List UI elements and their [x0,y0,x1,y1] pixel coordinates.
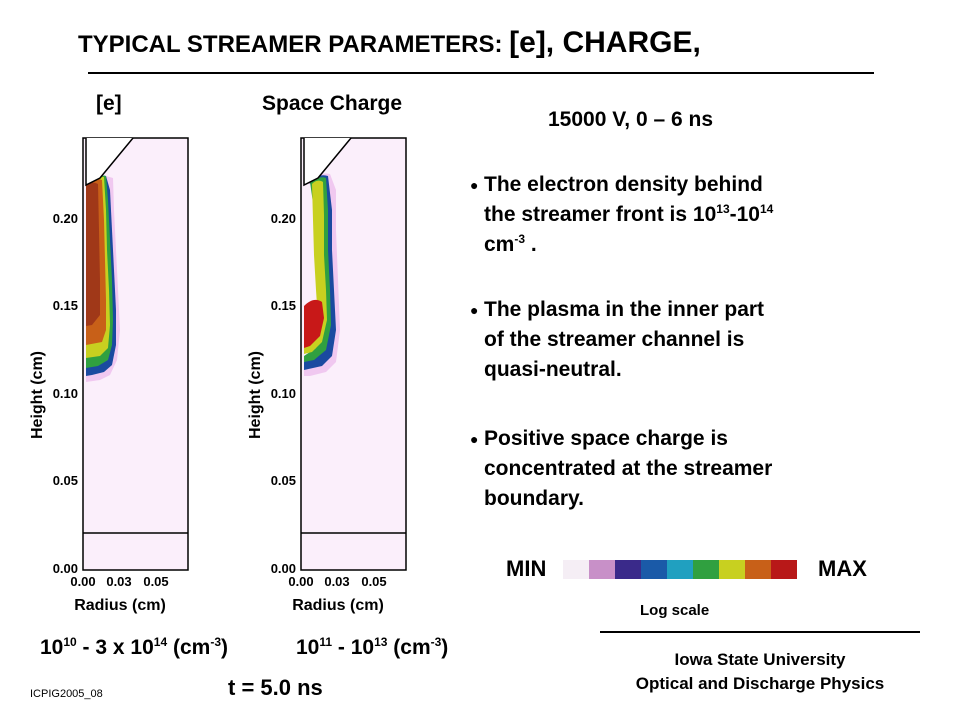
superscript: -3 [514,232,526,246]
bullet-line: of the streamer channel is [484,328,745,351]
affiliation-university: Iowa State University [674,650,846,669]
superscript: 13 [716,202,730,216]
colorbar-segment [693,560,719,579]
colorbar-segment [667,560,693,579]
y-tick: 0.05 [271,473,296,488]
electron-density-plot: 0.20 0.15 0.10 0.05 0.00 0.00 0.03 0.05 … [29,137,189,614]
colorbar-segment [719,560,745,579]
electrode-tip [85,137,134,187]
bullet-line: Positive space charge is [484,427,728,450]
conditions-text: 15000 V, 0 – 6 ns [548,108,714,131]
bullet-icon: ● [470,302,479,318]
x-tick: 0.03 [106,574,131,589]
affiliation-group: Optical and Discharge Physics [635,674,885,693]
colorbar-min-label: MIN [506,556,547,581]
charge-panel-label: Space Charge [262,92,403,115]
bullet-icon: ● [470,431,479,447]
space-charge-plot: 0.20 0.15 0.10 0.05 0.00 0.00 0.03 0.05 … [247,137,407,614]
bullet-line: concentrated at the streamer [484,457,773,480]
electrode-tip [303,137,352,187]
x-tick: 0.03 [324,574,349,589]
slide-code: ICPIG2005_08 [30,688,103,700]
bullet-line: -10 [729,203,760,226]
x-axis-label: Radius (cm) [292,597,384,614]
bullet-electron-density: ● The electron density behind the streame… [470,170,870,260]
bullet-icon: ● [470,177,479,193]
x-tick: 0.05 [143,574,168,589]
bullet-line: quasi-neutral. [484,358,622,381]
y-tick: 0.15 [53,298,78,313]
title-prefix: TYPICAL STREAMER PARAMETERS: [78,31,503,58]
colorbar-segment [563,560,589,579]
x-tick: 0.00 [288,574,313,589]
x-tick: 0.00 [70,574,95,589]
colorbar [563,560,797,579]
y-axis-label: Height (cm) [247,351,264,439]
title-suffix: [e], CHARGE, [509,26,701,59]
colorbar-scale-label: Log scale [640,602,710,619]
y-tick: 0.05 [53,473,78,488]
x-tick: 0.05 [361,574,386,589]
bullet-line: . [525,233,537,256]
colorbar-segment [589,560,615,579]
time-label: t = 5.0 ns [228,675,323,700]
x-axis-label: Radius (cm) [74,597,166,614]
y-tick: 0.20 [271,211,296,226]
electron-density-range: 1010 - 3 x 1014 (cm-3) [40,635,228,659]
title-divider [88,72,874,74]
bullet-line: The electron density behind [484,173,763,196]
colorbar-segment [771,560,797,579]
electron-core [86,182,100,326]
y-tick: 0.10 [53,386,78,401]
bullet-line: cm [484,233,515,256]
affiliation-divider [600,631,920,633]
y-tick: 0.20 [53,211,78,226]
bullet-line: the streamer front is 10 [484,203,717,226]
bullet-line: boundary. [484,487,584,510]
y-tick: 0.10 [271,386,296,401]
space-charge-range: 1011 - 1013 (cm-3) [296,635,449,659]
charge-core [304,299,324,348]
bullet-plasma: ● The plasma in the inner part of the str… [470,295,870,385]
y-axis-label: Height (cm) [29,351,46,439]
y-tick: 0.00 [271,561,296,576]
superscript: 14 [759,202,774,216]
y-tick: 0.15 [271,298,296,313]
page-title: TYPICAL STREAMER PARAMETERS: [e], CHARGE… [78,26,701,60]
electron-panel-label: [e] [96,92,122,115]
colorbar-segment [615,560,641,579]
colorbar-segment [745,560,771,579]
colorbar-segment [641,560,667,579]
bullet-line: The plasma in the inner part [484,298,765,321]
bullet-space-charge: ● Positive space charge is concentrated a… [470,424,870,514]
y-tick: 0.00 [53,561,78,576]
colorbar-max-label: MAX [818,556,867,581]
